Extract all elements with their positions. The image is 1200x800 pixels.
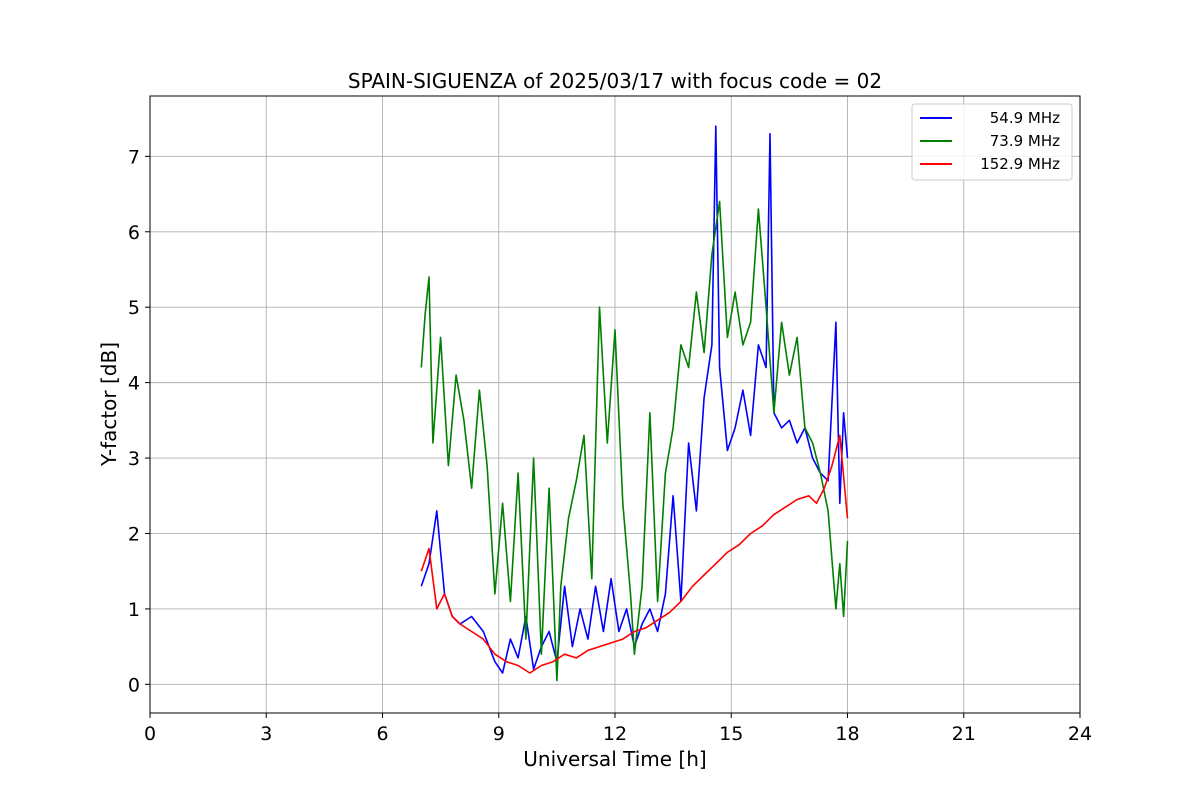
y-tick-label: 7: [128, 146, 140, 168]
series-line-2: [420, 434, 849, 674]
legend-label: 54.9 MHz: [990, 109, 1060, 127]
legend-box: [911, 103, 1073, 181]
x-axis-label: Universal Time [h]: [523, 747, 706, 771]
legend: 54.9 MHz 73.9 MHz 152.9 MHz: [911, 103, 1073, 181]
x-tick-label: 24: [1068, 723, 1092, 745]
series-line-1: [420, 200, 849, 682]
y-tick-label: 2: [128, 523, 140, 545]
x-tick-label: 3: [260, 723, 272, 745]
x-tick-label: 6: [376, 723, 388, 745]
x-tick-label: 9: [493, 723, 505, 745]
y-tick-label: 5: [128, 297, 140, 319]
y-tick-label: 4: [128, 373, 140, 395]
x-tick-label: 18: [835, 723, 859, 745]
series-line-0: [420, 125, 849, 674]
y-tick-label: 1: [128, 599, 140, 621]
y-axis-ticks: 0 1 2 3 4 5 6 7: [128, 146, 150, 696]
series-group: [420, 125, 849, 682]
legend-label: 152.9 MHz: [980, 155, 1060, 173]
legend-label: 73.9 MHz: [990, 132, 1060, 150]
chart-title: SPAIN-SIGUENZA of 2025/03/17 with focus …: [348, 69, 882, 93]
y-tick-label: 6: [128, 222, 140, 244]
x-tick-label: 0: [144, 723, 156, 745]
x-tick-label: 12: [603, 723, 627, 745]
x-axis-ticks: 0 3 6 9 12 15 18 21 24: [144, 713, 1092, 745]
y-tick-label: 0: [128, 674, 140, 696]
x-tick-label: 15: [719, 723, 743, 745]
y-axis-label: Y-factor [dB]: [97, 342, 121, 467]
y-tick-label: 3: [128, 448, 140, 470]
x-tick-label: 21: [952, 723, 976, 745]
